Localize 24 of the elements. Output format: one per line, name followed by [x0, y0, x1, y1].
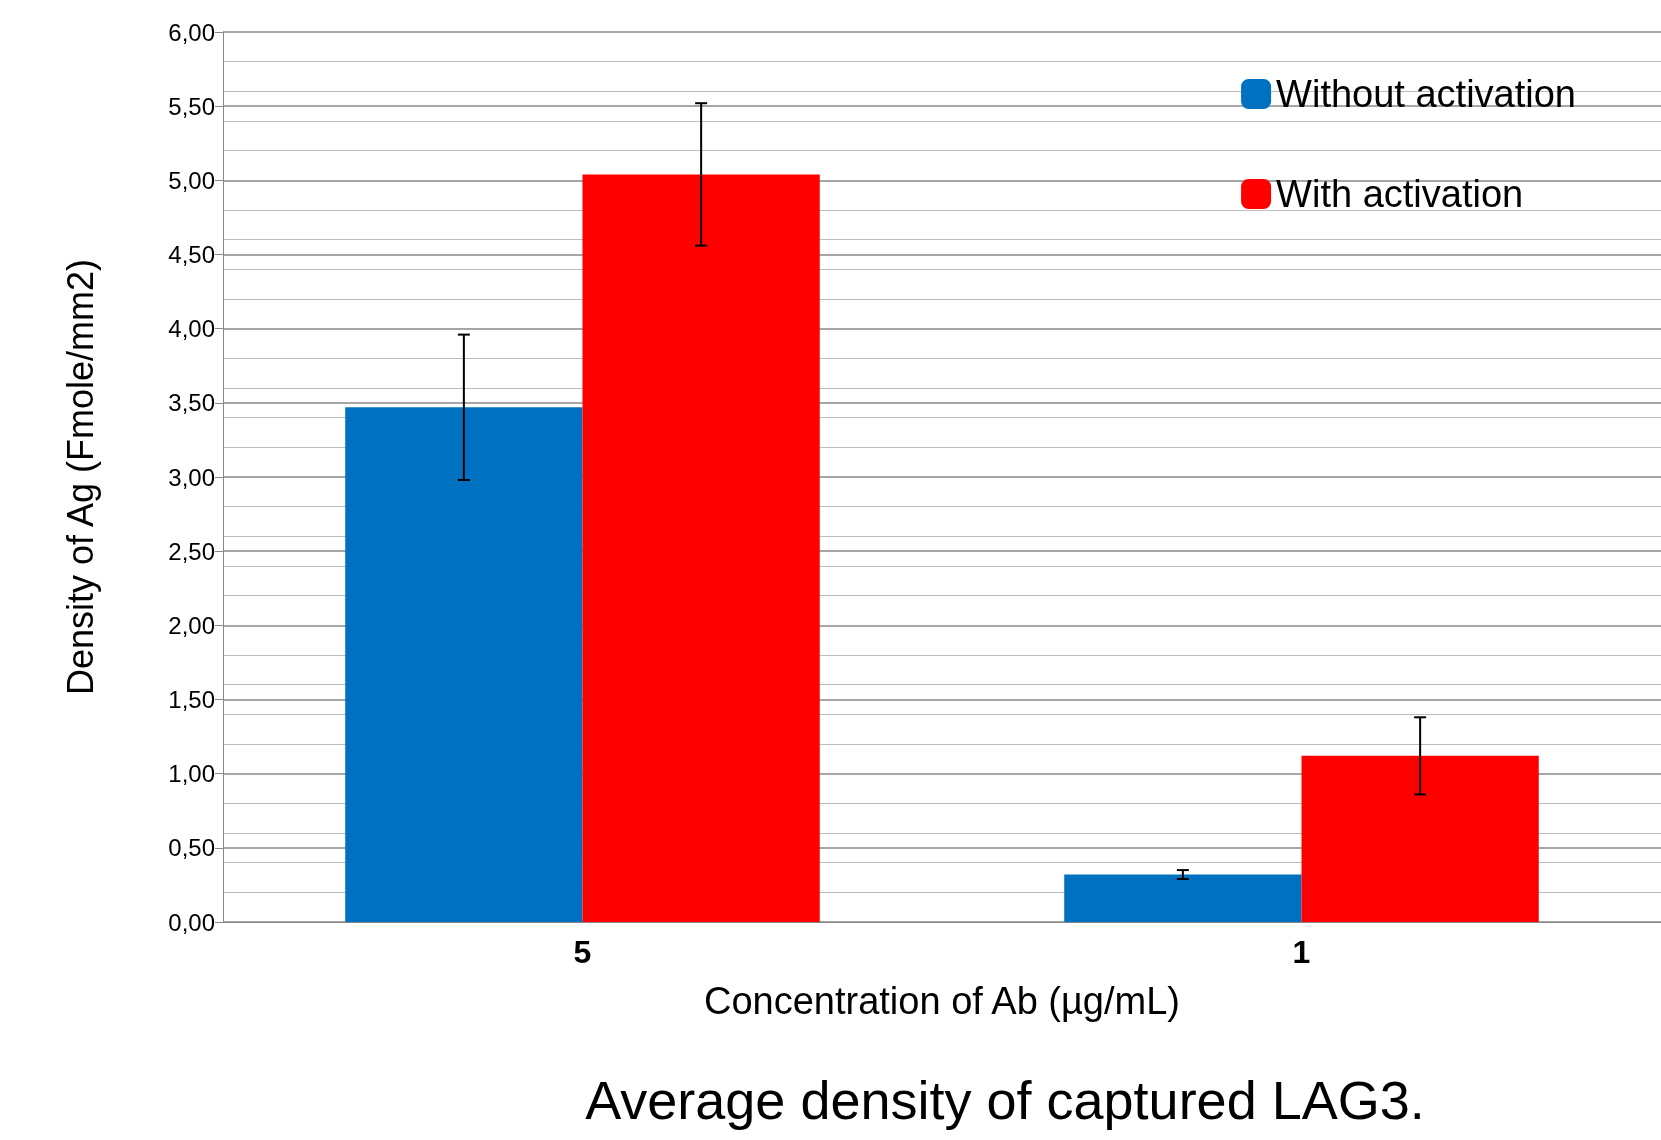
y-tick-label: 1,50 — [168, 686, 215, 713]
y-tick-label: 4,00 — [168, 315, 215, 343]
y-tick-label: 1,00 — [168, 760, 215, 788]
bar — [1064, 874, 1302, 922]
bar — [582, 174, 820, 922]
text: Average density of captured LAG3. — [585, 1070, 1425, 1130]
y-tick-label: 6,00 — [168, 18, 215, 46]
bar — [1301, 755, 1539, 922]
y-tick-label: 0,50 — [168, 834, 215, 862]
legend-label: Without activation — [1276, 73, 1576, 115]
y-tick-label: 3,00 — [168, 463, 215, 491]
bar — [345, 407, 583, 922]
y-tick-label: 4,50 — [168, 241, 215, 268]
y-tick-label: 3,50 — [168, 389, 215, 417]
x-axis-title: Concentration of Ab (µg/mL) — [703, 980, 1181, 1022]
y-tick-label: 2,00 — [168, 611, 215, 639]
legend-label: With activation — [1276, 173, 1524, 215]
y-axis-title: Density of Ag (Fmole/mm2) — [59, 258, 101, 696]
x-tick-label: 1 — [1292, 934, 1311, 970]
y-tick-label: 0,00 — [168, 908, 215, 936]
y-tick-label: 2,50 — [168, 537, 215, 565]
y-tick-label: 5,00 — [168, 166, 215, 194]
y-tick-label: 5,50 — [168, 92, 215, 120]
x-tick-label: 5 — [573, 934, 592, 970]
